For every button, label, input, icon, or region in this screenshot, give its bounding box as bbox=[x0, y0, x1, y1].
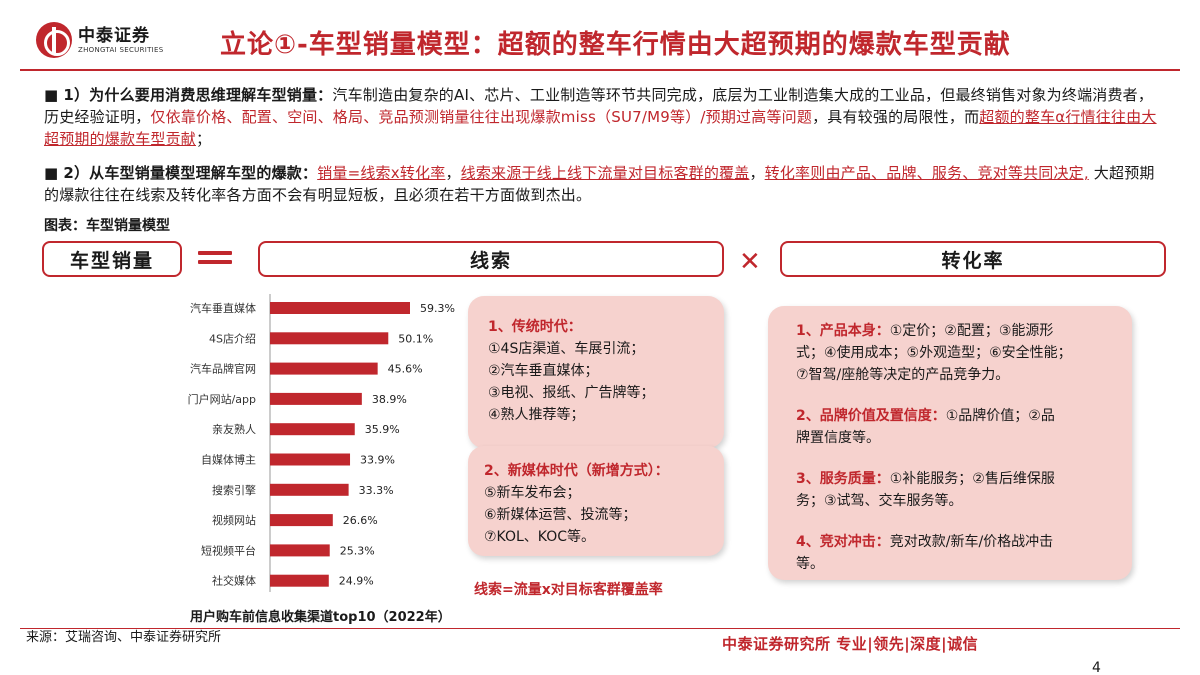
chart-category-label: 搜索引擎 bbox=[212, 483, 256, 497]
factor-competition-text: 竞对改款/新车/价格战冲击 bbox=[889, 534, 1054, 550]
factor-service-text: 务；③试驾、交车服务等。 bbox=[796, 493, 963, 509]
factor-product-text: ⑦智驾/座舱等决定的产品竞争力。 bbox=[796, 367, 1010, 383]
brand-name-cn: 中泰证券 bbox=[78, 25, 150, 46]
point-1: ■ 1）为什么要用消费思维理解车型销量：汽车制造由复杂的AI、芯片、工业制造等环… bbox=[44, 84, 1164, 150]
chart-bar bbox=[270, 574, 329, 587]
point-2-text-2: ， bbox=[749, 164, 765, 182]
factor-service-heading: 3、服务质量： bbox=[796, 471, 890, 487]
brand-name-en: ZHONGTAI SECURITIES bbox=[78, 45, 164, 54]
card-new-media-era: 2、新媒体时代（新增方式）： ⑤新车发布会； ⑥新媒体运营、投流等； ⑦KOL、… bbox=[468, 446, 724, 556]
factor-competition: 4、竞对冲击：竞对改款/新车/价格战冲击 等。 bbox=[796, 531, 1112, 575]
chart-value-label: 50.1% bbox=[398, 332, 433, 345]
factor-product-text: ①定价；②配置；③能源形 bbox=[889, 323, 1054, 339]
equals-icon bbox=[198, 251, 232, 269]
title-divider bbox=[20, 69, 1180, 71]
page-title: 立论①-车型销量模型：超额的整车行情由大超预期的爆款车型贡献 bbox=[220, 30, 1011, 60]
factor-service: 3、服务质量：①补能服务；②售后维保服 务；③试驾、交车服务等。 bbox=[796, 468, 1112, 512]
chart-category-label: 亲友熟人 bbox=[212, 422, 256, 436]
point-1-text: 汽车制造由复杂的AI、芯片、工业制造等环节共同完成，底层为工业制造集大成的工业品… bbox=[44, 86, 1154, 126]
factor-product: 1、产品本身：①定价；②配置；③能源形 式；④使用成本；⑤外观造型；⑥安全性能；… bbox=[796, 320, 1112, 386]
card-newmedia-item: ⑤新车发布会； bbox=[484, 485, 581, 501]
leads-formula: 线索=流量x对目标客群覆盖率 bbox=[474, 579, 663, 599]
card-traditional-heading: 1、传统时代： bbox=[488, 319, 582, 335]
chart-value-label: 33.9% bbox=[360, 454, 395, 467]
chart-bar bbox=[270, 514, 333, 527]
point-1-highlight-1: 仅依靠价格、配置、空间、格局、竞品预测销量往往出现爆款miss（SU7/M9等）… bbox=[150, 108, 813, 126]
factor-brand-text: 牌置信度等。 bbox=[796, 430, 880, 446]
point-2-highlight-2: 线索来源于线上线下流量对目标客群的覆盖 bbox=[460, 164, 750, 182]
chart-category-label: 短视频平台 bbox=[201, 543, 256, 557]
chart-bar bbox=[270, 362, 378, 375]
chart-category-label: 门户网站/app bbox=[188, 392, 256, 406]
chart-value-label: 59.3% bbox=[420, 302, 455, 315]
box-sales-volume: 车型销量 bbox=[42, 241, 182, 277]
point-1-highlight-2: 超额的整车α行情往往由大超预期的爆款车型贡献 bbox=[44, 108, 1157, 148]
box-conversion-rate: 转化率 bbox=[780, 241, 1166, 277]
point-2-highlight-3: 转化率则由产品、品牌、服务、竞对等共同决定, bbox=[764, 164, 1089, 182]
factor-competition-heading: 4、竞对冲击： bbox=[796, 534, 890, 550]
factor-product-text: 式；④使用成本；⑤外观造型；⑥安全性能； bbox=[796, 345, 1072, 361]
chart-category-label: 社交媒体 bbox=[212, 574, 256, 588]
factor-brand: 2、品牌价值及置信度：①品牌价值；②品 牌置信度等。 bbox=[796, 405, 1112, 449]
channel-bar-chart: 汽车垂直媒体 59.3% 4S店介绍 50.1% 汽车品牌官网 45.6% 门户网站/app… bbox=[188, 294, 455, 592]
point-2-highlight-1: 销量=线索x转化率 bbox=[317, 164, 446, 182]
figure-label: 图表：车型销量模型 bbox=[44, 218, 170, 234]
card-traditional-item: ①4S店渠道、车展引流； bbox=[488, 341, 645, 357]
point-1-text-2: ，具有较强的局限性，而 bbox=[812, 108, 980, 126]
brand-logo: 中泰证券 ZHONGTAI SECURITIES bbox=[36, 22, 164, 58]
chart-bar bbox=[270, 483, 349, 496]
bullet-square-icon: ■ bbox=[44, 164, 59, 182]
point-2-heading: 2）从车型销量模型理解车型的爆款： bbox=[63, 164, 318, 182]
chart-value-label: 45.6% bbox=[388, 363, 423, 376]
chart-category-label: 汽车垂直媒体 bbox=[190, 301, 256, 315]
chart-bar bbox=[270, 453, 351, 466]
box-leads: 线索 bbox=[258, 241, 724, 277]
multiply-icon: ✕ bbox=[739, 247, 761, 277]
chart-value-label: 38.9% bbox=[372, 393, 407, 406]
card-traditional-era: 1、传统时代： ①4S店渠道、车展引流； ②汽车垂直媒体； ③电视、报纸、广告牌… bbox=[468, 296, 724, 448]
factor-brand-text: ①品牌价值；②品 bbox=[945, 408, 1055, 424]
card-traditional-item: ④熟人推荐等； bbox=[488, 407, 585, 423]
point-2: ■ 2）从车型销量模型理解车型的爆款：销量=线索x转化率，线索来源于线上线下流量… bbox=[44, 162, 1164, 206]
card-newmedia-heading: 2、新媒体时代（新增方式）： bbox=[484, 463, 669, 479]
point-2-text-3: 大超预期的爆款往往在线索及转化率各方面不会有明显短板，且必须在若干方面做到杰出。 bbox=[44, 164, 1155, 204]
card-traditional-item: ③电视、报纸、广告牌等； bbox=[488, 385, 655, 401]
point-1-text-3: ； bbox=[196, 130, 212, 148]
chart-bar bbox=[270, 423, 355, 436]
point-1-heading: 1）为什么要用消费思维理解车型销量： bbox=[63, 86, 333, 104]
chart-value-label: 35.9% bbox=[365, 423, 400, 436]
chart-value-label: 33.3% bbox=[359, 484, 394, 497]
footer-divider bbox=[20, 628, 1180, 629]
bullet-square-icon: ■ bbox=[44, 86, 59, 104]
card-newmedia-item: ⑦KOL、KOC等。 bbox=[484, 529, 595, 545]
chart-value-label: 25.3% bbox=[340, 544, 375, 557]
factor-brand-heading: 2、品牌价值及置信度： bbox=[796, 408, 946, 424]
card-newmedia-item: ⑥新媒体运营、投流等； bbox=[484, 507, 637, 523]
point-2-text: ， bbox=[445, 164, 461, 182]
chart-bar bbox=[270, 544, 330, 557]
chart-title: 用户购车前信息收集渠道top10（2022年） bbox=[190, 610, 451, 625]
chart-value-label: 24.9% bbox=[339, 575, 374, 588]
chart-category-label: 4S店介绍 bbox=[209, 331, 256, 345]
chart-bar bbox=[270, 392, 362, 405]
card-traditional-item: ②汽车垂直媒体； bbox=[488, 363, 599, 379]
factor-product-heading: 1、产品本身： bbox=[796, 323, 890, 339]
brand-logo-icon bbox=[36, 22, 72, 58]
card-conversion-factors: 1、产品本身：①定价；②配置；③能源形 式；④使用成本；⑤外观造型；⑥安全性能；… bbox=[768, 306, 1132, 580]
footer-slogan: 中泰证券研究所 专业|领先|深度|诚信 bbox=[722, 635, 979, 653]
page-number: 4 bbox=[1092, 660, 1101, 675]
chart-category-label: 视频网站 bbox=[212, 513, 256, 527]
chart-category-label: 自媒体博主 bbox=[201, 453, 256, 467]
factor-competition-text: 等。 bbox=[796, 556, 824, 572]
chart-category-label: 汽车品牌官网 bbox=[190, 362, 256, 376]
chart-value-label: 26.6% bbox=[343, 514, 378, 527]
leads-formula-text: 线索=流量x对目标客群覆盖率 bbox=[474, 582, 663, 598]
chart-bar bbox=[270, 302, 410, 314]
factor-service-text: ①补能服务；②售后维保服 bbox=[889, 471, 1055, 487]
chart-bar bbox=[270, 332, 389, 345]
source-note: 来源：艾瑞咨询、中泰证券研究所 bbox=[26, 630, 222, 645]
